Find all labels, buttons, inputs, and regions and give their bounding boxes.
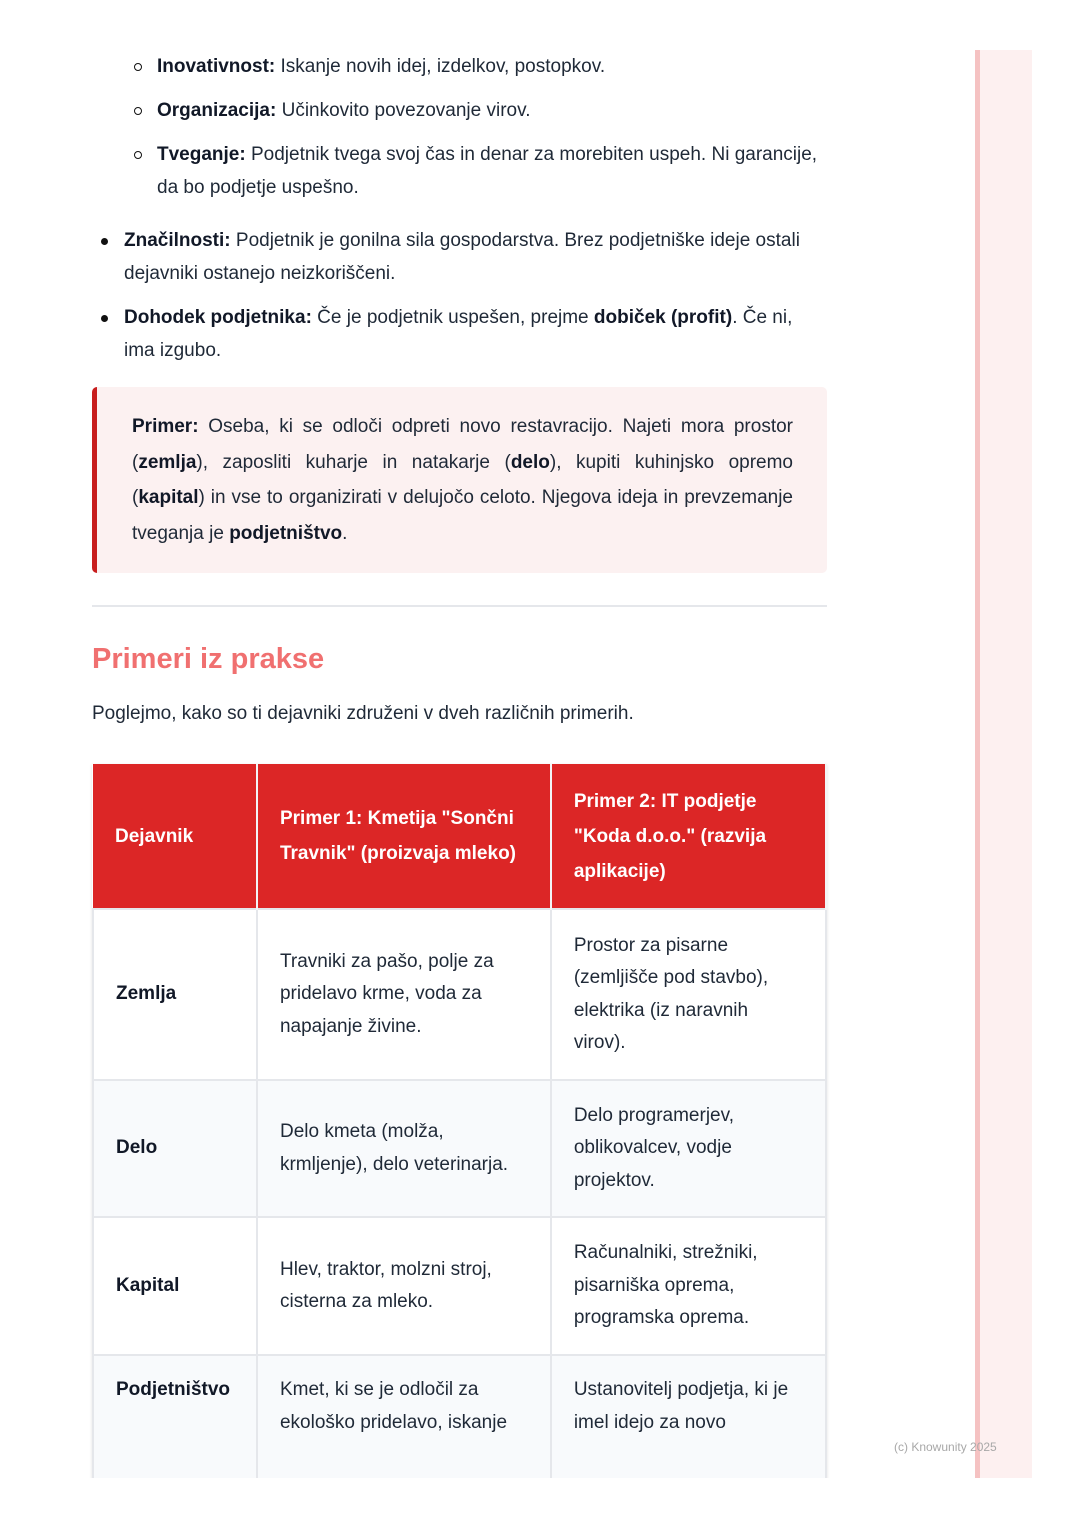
term: Inovativnost: bbox=[157, 56, 276, 77]
term: Tveganje: bbox=[157, 144, 246, 165]
table-cell: Prostor za pisarne (zemljišče pod stavbo… bbox=[549, 908, 828, 1081]
table-cell: Kapital bbox=[92, 1216, 258, 1356]
callout-label: Primer: bbox=[132, 416, 199, 437]
description: Podjetnik je gonilna sila gospodarstva. … bbox=[124, 230, 800, 284]
term: Dohodek podjetnika: bbox=[124, 307, 312, 328]
table-cell: Delo programerjev, oblikovalcev, vodje p… bbox=[549, 1079, 828, 1218]
description: Učinkovito povezovanje virov. bbox=[276, 100, 531, 121]
emphasis: kapital bbox=[138, 487, 199, 508]
table-cell: Ustanovitelj podjetja, ki je imel idejo … bbox=[549, 1354, 828, 1478]
bullet-list: Značilnosti: Podjetnik je gonilna sila g… bbox=[92, 224, 827, 367]
description: Podjetnik tvega svoj čas in denar za mor… bbox=[157, 144, 818, 198]
emphasis: dobiček (profit) bbox=[593, 307, 733, 328]
table-cell: Računalniki, strežniki, pisarniška oprem… bbox=[549, 1216, 828, 1356]
table-cell: Delo kmeta (molža, krmljenje), delo vete… bbox=[255, 1079, 552, 1218]
table-cell: Travniki za pašo, polje za pridelavo krm… bbox=[255, 908, 552, 1081]
table-cell: Delo bbox=[92, 1079, 258, 1218]
table-header-row: Dejavnik Primer 1: Kmetija "Sončni Travn… bbox=[93, 764, 828, 909]
watermark: (c) Knowunity 2025 bbox=[894, 1440, 997, 1454]
list-item: Inovativnost: Iskanje novih idej, izdelk… bbox=[132, 50, 827, 83]
term: Organizacija: bbox=[157, 100, 277, 121]
table-row: Podjetništvo Kmet, ki se je odločil za ek… bbox=[92, 1354, 828, 1478]
list-item: Organizacija: Učinkovito povezovanje vir… bbox=[132, 94, 827, 127]
divider bbox=[92, 605, 827, 607]
factors-table: Dejavnik Primer 1: Kmetija "Sončni Travn… bbox=[92, 764, 828, 1478]
table-cell: Hlev, traktor, molzni stroj, cisterna za… bbox=[255, 1216, 552, 1356]
column-header: Dejavnik bbox=[93, 764, 258, 909]
list-item: Dohodek podjetnika: Če je podjetnik uspe… bbox=[92, 301, 827, 367]
description: Če je podjetnik uspešen, prejme bbox=[311, 307, 594, 328]
callout-text: . bbox=[342, 522, 348, 544]
callout-text: ), zaposliti kuharje in natakarje ( bbox=[196, 451, 511, 473]
emphasis: delo bbox=[510, 451, 550, 473]
document-content: Inovativnost: Iskanje novih idej, izdelk… bbox=[92, 50, 828, 1478]
callout-text: ), kupiti kuhinjsko opremo ( bbox=[132, 451, 793, 509]
section-heading: Primeri iz prakse bbox=[92, 643, 325, 675]
sub-bullet-list: Inovativnost: Iskanje novih idej, izdelk… bbox=[132, 50, 827, 204]
column-header: Primer 2: IT podjetje "Koda d.o.o." (raz… bbox=[550, 764, 828, 909]
list-item: Tveganje: Podjetnik tvega svoj čas in de… bbox=[132, 138, 827, 204]
column-header: Primer 1: Kmetija "Sončni Travnik" (proi… bbox=[256, 764, 552, 909]
table-cell: Zemlja bbox=[92, 908, 258, 1081]
table-row: Zemlja Travniki za pašo, polje za pridela… bbox=[92, 908, 828, 1081]
description: . Če ni, ima izgubo. bbox=[124, 307, 793, 361]
description: Iskanje novih idej, izdelkov, postopkov. bbox=[275, 56, 606, 77]
emphasis: zemlja bbox=[138, 451, 197, 473]
side-margin-bar bbox=[975, 50, 1032, 1478]
callout-text: Oseba, ki se odloči odpreti novo restavr… bbox=[132, 416, 793, 473]
emphasis: podjetništvo bbox=[229, 522, 343, 544]
callout-text: ) in vse to organizirati v delujočo celo… bbox=[132, 487, 793, 544]
list-item: Značilnosti: Podjetnik je gonilna sila g… bbox=[92, 224, 827, 290]
table-cell: Podjetništvo bbox=[92, 1354, 258, 1478]
table-row: Kapital Hlev, traktor, molzni stroj, cist… bbox=[92, 1216, 828, 1356]
table-cell: Kmet, ki se je odločil za ekološko pride… bbox=[255, 1354, 552, 1478]
term: Značilnosti: bbox=[124, 230, 231, 251]
table-row: Delo Delo kmeta (molža, krmljenje), delo … bbox=[92, 1079, 828, 1218]
example-callout: Primer: Oseba, ki se odloči odpreti novo… bbox=[92, 387, 827, 573]
section-intro: Poglejmo, kako so ti dejavniki združeni … bbox=[92, 703, 634, 724]
